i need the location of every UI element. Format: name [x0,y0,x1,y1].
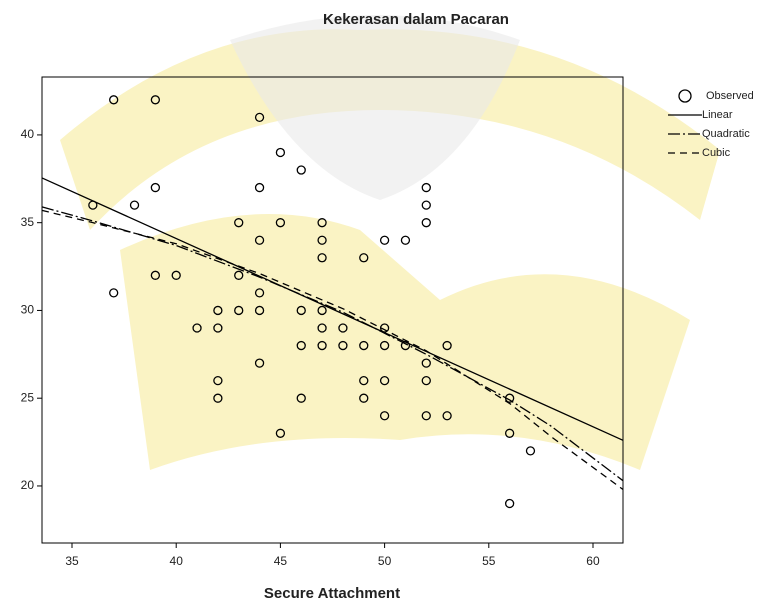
x-tick-label: 45 [274,554,288,568]
data-point [422,219,430,227]
data-point [526,447,534,455]
data-point [131,201,139,209]
y-tick-label: 35 [21,215,35,229]
legend-label: Quadratic [702,128,750,140]
legend-label: Cubic [702,147,731,159]
page: {"chart_data": { "type": "scatter", "tit… [0,0,771,604]
data-point [422,184,430,192]
y-tick-label: 25 [21,390,35,404]
chart-title: Kekerasan dalam Pacaran [323,11,509,28]
y-tick-label: 40 [21,127,35,141]
x-axis-title: Secure Attachment [264,585,400,602]
y-tick-label: 20 [21,478,35,492]
data-point [422,201,430,209]
data-point [151,184,159,192]
x-tick-label: 50 [378,554,392,568]
legend-label: Linear [702,109,733,121]
legend-label: Observed [706,90,754,102]
x-tick-label: 60 [586,554,600,568]
data-point [381,236,389,244]
y-tick-label: 30 [21,303,35,317]
watermark [60,15,720,470]
chart: Kekerasan dalam Pacaran Secure Attachmen… [0,0,771,604]
watermark-emblem [230,15,520,200]
data-point [256,184,264,192]
data-point [297,166,305,174]
x-tick-label: 55 [482,554,496,568]
x-tick-label: 40 [170,554,184,568]
data-point [506,500,514,508]
data-point [276,148,284,156]
legend-marker [679,90,691,102]
data-point [401,236,409,244]
data-point [110,289,118,297]
x-tick-label: 35 [65,554,79,568]
